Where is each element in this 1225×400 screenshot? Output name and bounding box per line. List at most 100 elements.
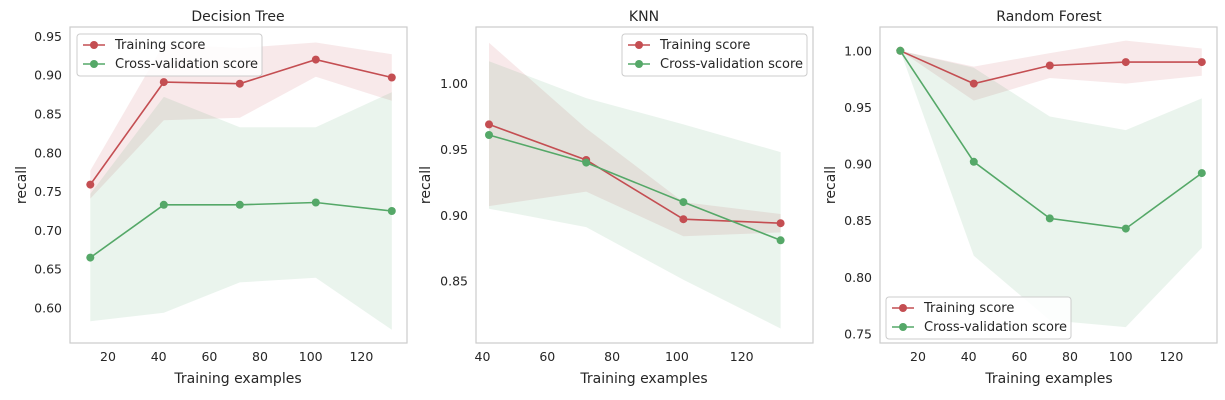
legend: Training score Cross-validation score [621, 33, 808, 77]
data-point-training [485, 120, 493, 129]
data-point-cross-validation [776, 236, 785, 245]
legend-label-cross-validation: Cross-validation score [115, 57, 258, 72]
x-tick-label: 20 [910, 349, 926, 364]
data-point-training [311, 55, 320, 64]
data-point-cross-validation [159, 200, 168, 209]
legend-marker-training [899, 304, 907, 312]
data-point-cross-validation [969, 157, 978, 166]
data-point-training [1121, 58, 1130, 67]
x-tick-label: 100 [1109, 349, 1133, 364]
data-point-training [1045, 61, 1054, 70]
series-line-cross-validation [488, 134, 781, 242]
data-point-training [387, 73, 396, 82]
data-point-training [235, 79, 244, 88]
legend-label-training: Training score [114, 38, 205, 53]
panel-knn: KNN Training examples recall 40 60 80 100 12… [418, 9, 814, 387]
tick-labels: 20 40 60 80 100 120 0.75 0.80 0.85 0.90 0.95 1.00 [844, 43, 1183, 364]
data-point-training [969, 79, 978, 88]
y-tick-label: 0.95 [844, 100, 872, 115]
x-tick-label: 60 [1011, 349, 1027, 364]
x-tick-label: 80 [1062, 349, 1078, 364]
data-point-cross-validation [679, 198, 688, 207]
y-tick-label: 0.80 [844, 270, 872, 285]
legend-label-cross-validation: Cross-validation score [924, 320, 1067, 335]
data-point-cross-validation [1045, 214, 1054, 223]
legend-label-training: Training score [659, 38, 750, 53]
legend-marker-training [635, 41, 643, 49]
y-tick-label: 0.75 [34, 184, 62, 199]
y-axis-label: recall [823, 166, 839, 204]
y-axis-label: recall [418, 166, 434, 204]
data-point-cross-validation [1121, 224, 1130, 233]
plot-area [896, 40, 1206, 328]
x-tick-label: 120 [1159, 349, 1183, 364]
tick-labels: 20 40 60 80 100 120 0.60 0.65 0.70 0.75 0.80 0.85 0.… [34, 29, 373, 364]
data-point-cross-validation [311, 198, 320, 207]
legend-label-training: Training score [923, 301, 1014, 316]
chart-title: Decision Tree [191, 9, 284, 25]
y-tick-label: 0.95 [34, 29, 62, 44]
data-point-cross-validation [896, 46, 905, 55]
x-tick-label: 100 [299, 349, 323, 364]
y-tick-label: 0.60 [34, 301, 62, 316]
x-axis-label: Training examples [579, 371, 707, 387]
y-tick-label: 0.65 [34, 262, 62, 277]
x-tick-label: 60 [201, 349, 217, 364]
plot-area [86, 42, 396, 330]
legend: Training score Cross-validation score [76, 33, 263, 77]
x-tick-label: 120 [349, 349, 373, 364]
legend-label-cross-validation: Cross-validation score [660, 57, 803, 72]
data-point-training [776, 219, 785, 228]
y-tick-label: 0.95 [440, 142, 468, 157]
legend: Training score Cross-validation score [885, 296, 1072, 340]
y-tick-label: 0.90 [844, 157, 872, 172]
confidence-band-cross-validation [90, 92, 392, 330]
x-tick-label: 80 [604, 349, 620, 364]
x-tick-label: 40 [961, 349, 977, 364]
y-tick-label: 0.90 [440, 208, 468, 223]
legend-box [885, 296, 1072, 340]
data-point-training [679, 215, 688, 224]
data-point-cross-validation [1197, 169, 1206, 178]
y-tick-label: 0.85 [34, 107, 62, 122]
legend-box [76, 33, 263, 77]
axes-frame [879, 26, 1218, 344]
axes-frame [69, 26, 408, 344]
confidence-band-cross-validation [900, 50, 1202, 328]
x-tick-label: 40 [151, 349, 167, 364]
confidence-band-training [489, 42, 781, 237]
tick-labels: 40 60 80 100 120 0.85 0.90 0.95 1.00 [440, 76, 754, 364]
x-tick-label: 60 [539, 349, 555, 364]
confidence-band-cross-validation [489, 61, 781, 329]
axes-frame [475, 26, 814, 344]
y-tick-label: 0.90 [34, 68, 62, 83]
data-point-cross-validation [86, 253, 95, 262]
data-point-cross-validation [582, 158, 591, 167]
x-tick-label: 100 [665, 349, 689, 364]
data-point-training [159, 78, 168, 87]
x-tick-label: 80 [252, 349, 268, 364]
x-axis-label: Training examples [173, 371, 301, 387]
panel-decision-tree: Decision Tree Training examples recall 2… [14, 9, 408, 387]
y-axis-label: recall [14, 166, 30, 204]
x-tick-label: 20 [100, 349, 116, 364]
data-point-cross-validation [235, 200, 244, 209]
x-tick-label: 40 [475, 349, 491, 364]
legend-box [621, 33, 808, 77]
data-point-cross-validation [387, 207, 396, 215]
y-tick-label: 0.85 [440, 274, 468, 289]
data-point-training [1197, 58, 1206, 67]
y-tick-label: 0.85 [844, 213, 872, 228]
legend-marker-cross-validation [635, 60, 643, 68]
y-tick-label: 0.75 [844, 326, 872, 341]
panel-random-forest: Random Forest Training examples recall 2… [823, 9, 1218, 387]
legend-marker-training [90, 41, 98, 49]
legend-marker-cross-validation [90, 60, 98, 68]
x-axis-label: Training examples [984, 371, 1112, 387]
data-point-training [86, 180, 95, 189]
y-tick-label: 1.00 [844, 43, 872, 58]
legend-marker-cross-validation [899, 323, 907, 331]
y-tick-label: 0.80 [34, 145, 62, 160]
chart-title: KNN [629, 9, 659, 25]
